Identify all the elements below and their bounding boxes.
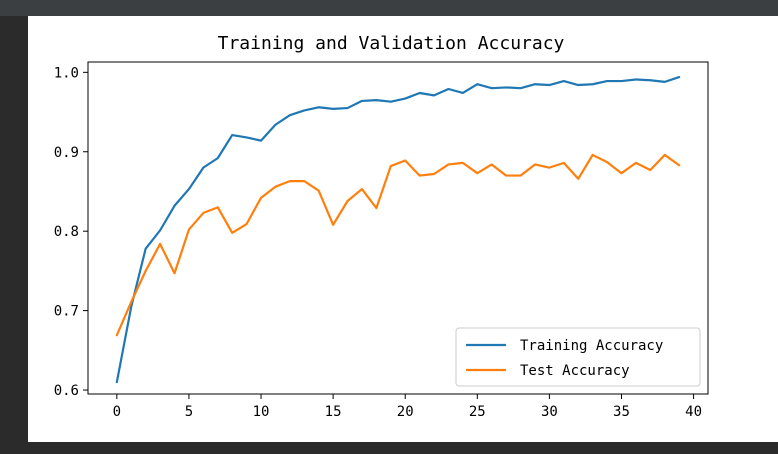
x-tick-label: 30 <box>541 404 558 420</box>
y-tick-label: 0.9 <box>54 145 79 161</box>
chart-title: Training and Validation Accuracy <box>218 33 565 54</box>
x-tick-label: 0 <box>113 404 121 420</box>
window-bottom-bar <box>0 442 778 454</box>
y-tick-label: 1.0 <box>54 65 79 81</box>
line-chart: Training and Validation Accuracy 0 5 10 15 2… <box>54 33 709 420</box>
x-tick-label: 40 <box>685 404 702 420</box>
x-tick-label: 5 <box>185 404 193 420</box>
y-tick-label: 0.6 <box>54 383 79 399</box>
x-tick-label: 20 <box>397 404 414 420</box>
x-tick-label: 25 <box>469 404 486 420</box>
figure-canvas: Training and Validation Accuracy 0 5 10 15 2… <box>28 16 778 442</box>
series-line-training-accuracy <box>115 75 681 384</box>
plot-frame <box>87 61 709 395</box>
x-tick-label: 35 <box>613 404 630 420</box>
series-line-test-accuracy <box>115 153 681 337</box>
y-tick-label: 0.7 <box>54 304 79 320</box>
legend-label-training-accuracy: Training Accuracy <box>520 338 663 354</box>
y-tick-label: 0.8 <box>54 224 79 240</box>
x-tick-label: 15 <box>325 404 342 420</box>
window-top-bar <box>0 0 778 16</box>
x-tick-label: 10 <box>253 404 270 420</box>
legend-label-test-accuracy: Test Accuracy <box>520 363 630 379</box>
legend-box <box>455 327 701 387</box>
